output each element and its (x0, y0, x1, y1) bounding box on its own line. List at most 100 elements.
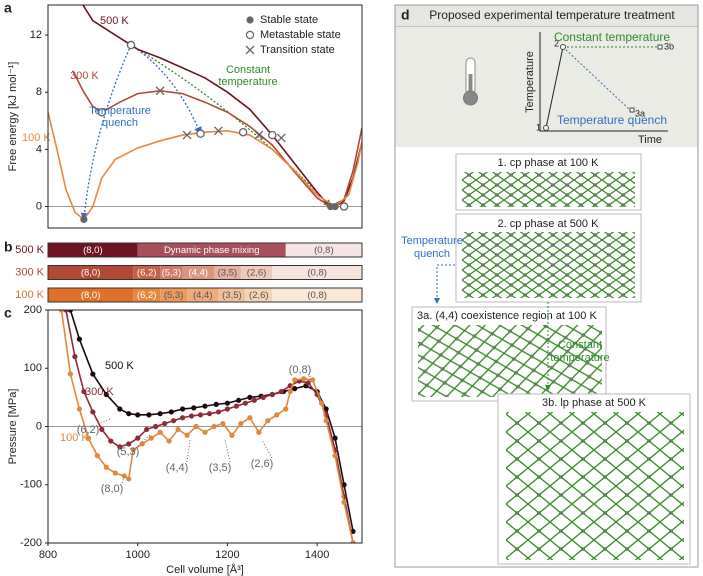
y-tick-label: 8 (36, 86, 42, 98)
series-marker (135, 412, 141, 418)
annotation: (4,4) (166, 462, 189, 474)
y-tick-label: 200 (24, 304, 42, 316)
metastable-state (196, 129, 205, 138)
series-marker (323, 418, 329, 424)
row-label: 500 K (15, 244, 44, 256)
row-frame (47, 242, 363, 258)
series-marker (179, 406, 186, 412)
series-marker (72, 354, 78, 360)
phase-segment (48, 243, 138, 257)
image-caption: 3a. (4,4) coexistence region at 100 K (417, 310, 597, 322)
legend-symbol (245, 30, 255, 40)
y-tick-label: -100 (20, 479, 42, 491)
lattice-image (462, 232, 635, 298)
phase-segment (187, 288, 219, 302)
series-marker (229, 432, 235, 438)
series-label: 500 K (100, 15, 129, 27)
series-marker (139, 441, 145, 447)
quench-label: quench (414, 248, 450, 260)
series-marker (117, 406, 123, 412)
series-marker (283, 406, 289, 412)
phase-segment (240, 265, 273, 280)
annotation: quench (102, 117, 138, 129)
series-line (69, 310, 354, 532)
annotation: (2,6) (251, 458, 274, 470)
row-frame (47, 265, 363, 280)
y-tick-label: -200 (20, 537, 42, 549)
series-marker (157, 429, 163, 435)
series-marker (184, 432, 190, 438)
segment-label: (2,6) (249, 290, 269, 301)
phase-segment (218, 288, 246, 302)
segment-label: (6,2) (137, 268, 157, 279)
annotation-leader (186, 439, 191, 463)
phase-segment (133, 265, 161, 280)
series-marker (171, 418, 177, 424)
series-marker (191, 405, 197, 411)
series-marker (256, 429, 262, 435)
series-marker (278, 388, 284, 395)
phase-segment (133, 288, 161, 302)
series-marker (76, 406, 82, 412)
segment-label: (4,4) (193, 290, 213, 301)
series-marker (260, 394, 266, 400)
series-marker (301, 376, 307, 382)
annotation-leader (224, 439, 231, 463)
series-marker (148, 435, 154, 441)
series-marker (213, 401, 219, 407)
series-marker (126, 441, 132, 447)
transition-arrow (130, 44, 332, 208)
annotation-leader (97, 417, 113, 425)
plot-frame (47, 309, 363, 544)
series-marker (146, 412, 152, 418)
series-marker (332, 435, 338, 441)
stable-state (331, 202, 339, 211)
transition-arrow (80, 44, 132, 221)
segment-label: (4,4) (188, 268, 208, 279)
series-marker (319, 400, 325, 406)
metastable-state (268, 130, 277, 140)
segment-label: (2,6) (247, 268, 267, 279)
quench-line (562, 46, 631, 111)
inset-point-label: 2 (554, 38, 559, 48)
quench-arrow (434, 264, 455, 304)
legend-symbol (245, 45, 255, 55)
series-marker (162, 420, 168, 427)
series-marker (236, 397, 242, 403)
segment-label: (6,2) (137, 290, 157, 301)
series-marker (90, 409, 96, 415)
x-tick-label: 800 (39, 549, 57, 561)
series-marker (350, 540, 356, 543)
series-marker (215, 409, 222, 415)
x-tick-label: 1200 (215, 549, 239, 561)
series-line (48, 112, 362, 221)
metastable-state (339, 202, 349, 211)
annotation-leader (261, 439, 273, 459)
series-marker (206, 411, 213, 417)
series-marker (67, 371, 74, 377)
y-tick-label: 12 (30, 29, 42, 41)
constant-label: Constant (558, 339, 602, 351)
annotation: temperature (218, 76, 277, 88)
y-axis-label: Free energy [kJ mol⁻¹] (7, 62, 19, 172)
series-marker (135, 435, 141, 441)
plot-frame (47, 4, 363, 229)
series-marker (112, 470, 118, 476)
series-marker (63, 310, 69, 313)
inset-axes (539, 32, 668, 132)
series-marker (103, 464, 109, 470)
series-marker (202, 429, 208, 435)
phase-segment (213, 265, 241, 280)
y-tick-label: 4 (36, 143, 42, 155)
series-label: 100 K (22, 132, 51, 144)
segment-label: (0,8) (307, 290, 327, 301)
quench-label: Temperature (401, 235, 463, 247)
image-caption: 3b. lp phase at 500 K (542, 397, 647, 409)
transition-state (155, 86, 165, 96)
annotation: Temperature (89, 105, 151, 117)
image-caption: 1. cp phase at 100 K (498, 157, 600, 169)
metastable-state (126, 40, 136, 50)
series-marker (99, 426, 105, 433)
panel-letter: a (4, 0, 12, 16)
